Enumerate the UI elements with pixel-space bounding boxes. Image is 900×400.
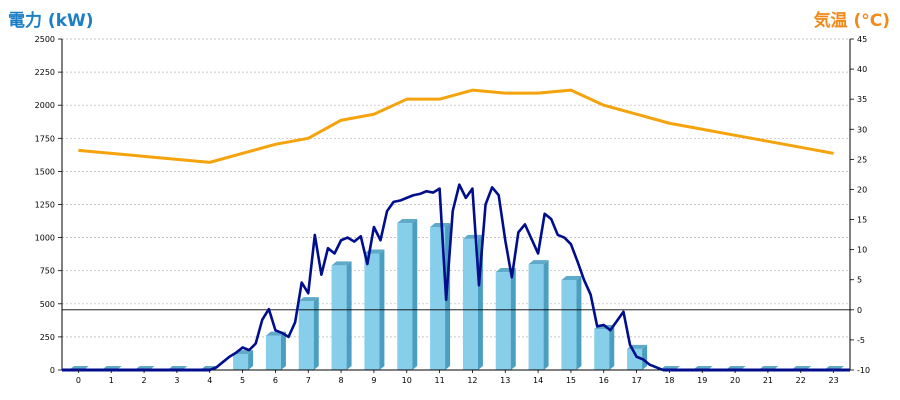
bar-top — [397, 219, 418, 224]
bar — [265, 335, 281, 370]
x-tick-label: 16 — [599, 376, 609, 385]
bar-side — [576, 275, 582, 370]
left-tick-label: 250 — [40, 333, 55, 342]
bar-top — [331, 261, 352, 266]
right-tick-label: -10 — [857, 366, 870, 375]
bar-side — [313, 297, 319, 370]
right-tick-label: 5 — [857, 276, 862, 285]
bar — [298, 301, 314, 370]
bar — [594, 328, 610, 370]
x-tick-label: 6 — [273, 376, 278, 385]
x-tick-label: 13 — [500, 376, 510, 385]
left-tick-label: 2000 — [35, 101, 55, 110]
x-tick-label: 4 — [207, 376, 212, 385]
temperature-line — [78, 88, 834, 164]
x-tick-label: 19 — [697, 376, 707, 385]
x-tick-label: 20 — [730, 376, 740, 385]
right-tick-label: 15 — [857, 216, 867, 225]
right-tick-label: 45 — [857, 35, 867, 44]
bar-side — [412, 219, 418, 370]
x-tick-label: 3 — [174, 376, 179, 385]
bar-side — [280, 331, 286, 370]
bar-top — [528, 260, 549, 265]
left-tick-label: 1250 — [35, 201, 55, 210]
x-tick-label: 15 — [566, 376, 576, 385]
left-tick-label: 1000 — [35, 234, 55, 243]
x-tick-label: 11 — [434, 376, 444, 385]
right-tick-label: 20 — [857, 185, 867, 194]
x-tick-label: 2 — [142, 376, 147, 385]
bar-top — [430, 223, 451, 228]
right-tick-label: 10 — [857, 246, 867, 255]
power-line — [209, 183, 664, 372]
bar-top — [561, 275, 582, 280]
x-tick-label: 21 — [763, 376, 773, 385]
x-tick-label: 10 — [402, 376, 412, 385]
bar-side — [248, 350, 254, 370]
bar — [528, 264, 544, 370]
x-tick-label: 12 — [467, 376, 477, 385]
bar-side — [346, 261, 352, 370]
bar-side — [510, 268, 516, 370]
bar-side — [543, 260, 549, 370]
x-tick-label: 23 — [828, 376, 838, 385]
left-tick-label: 2500 — [35, 35, 55, 44]
x-tick-label: 1 — [109, 376, 114, 385]
x-tick-label: 18 — [664, 376, 674, 385]
left-tick-label: 500 — [40, 300, 55, 309]
right-axis-title: 気温 (°C) — [813, 11, 890, 31]
bar — [462, 238, 478, 370]
bar — [495, 272, 511, 370]
x-tick-label: 8 — [339, 376, 344, 385]
bar — [430, 227, 446, 370]
x-tick-label: 9 — [371, 376, 376, 385]
bar — [331, 265, 347, 370]
bar — [397, 223, 413, 370]
bar-top — [298, 297, 319, 302]
bar-side — [642, 344, 648, 370]
bar — [561, 279, 577, 370]
right-tick-label: 40 — [857, 65, 867, 74]
x-tick-label: 7 — [306, 376, 311, 385]
x-tick-label: 0 — [76, 376, 81, 385]
x-tick-label: 5 — [240, 376, 245, 385]
x-tick-label: 22 — [796, 376, 806, 385]
left-tick-label: 750 — [40, 267, 55, 276]
right-tick-label: 25 — [857, 155, 867, 164]
bar — [364, 253, 380, 370]
bar-top — [462, 234, 483, 239]
x-tick-label: 17 — [631, 376, 641, 385]
right-tick-label: -5 — [857, 336, 865, 345]
right-tick-label: 35 — [857, 95, 867, 104]
bar — [627, 348, 643, 370]
right-tick-label: 30 — [857, 125, 867, 134]
left-tick-label: 0 — [50, 366, 55, 375]
left-axis-title: 電力 (kW) — [8, 11, 94, 31]
left-tick-label: 1500 — [35, 167, 55, 176]
left-tick-label: 2250 — [35, 68, 55, 77]
x-tick-label: 14 — [533, 376, 543, 385]
bar — [233, 354, 249, 370]
right-tick-label: 0 — [857, 306, 862, 315]
left-tick-label: 1750 — [35, 134, 55, 143]
bar-side — [609, 324, 615, 370]
